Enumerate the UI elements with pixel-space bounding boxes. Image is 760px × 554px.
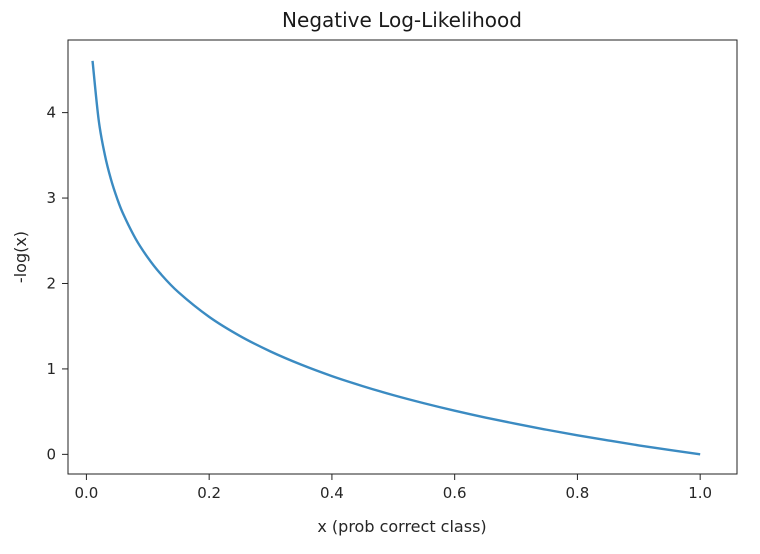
x-tick-label: 0.8 bbox=[565, 484, 589, 502]
x-tick-label: 1.0 bbox=[688, 484, 712, 502]
x-tick-label: 0.6 bbox=[443, 484, 467, 502]
y-tick-label: 0 bbox=[46, 445, 56, 463]
chart-title: Negative Log-Likelihood bbox=[282, 8, 522, 32]
x-tick-label: 0.0 bbox=[74, 484, 98, 502]
x-tick-label: 0.4 bbox=[320, 484, 344, 502]
y-tick-label: 3 bbox=[46, 189, 56, 207]
y-tick-label: 1 bbox=[46, 360, 56, 378]
x-tick-label: 0.2 bbox=[197, 484, 221, 502]
series-layer bbox=[91, 60, 701, 456]
y-tick-label: 4 bbox=[46, 104, 56, 122]
plot-area bbox=[67, 39, 738, 475]
y-tick-label: 2 bbox=[46, 274, 56, 292]
y-axis-label: -log(x) bbox=[11, 231, 30, 283]
series-line bbox=[91, 60, 701, 456]
x-axis-label: x (prob correct class) bbox=[317, 517, 486, 536]
y-axis: 0 1 2 3 4 bbox=[46, 104, 68, 463]
x-axis: 0.0 0.2 0.4 0.6 0.8 1.0 bbox=[74, 474, 712, 502]
